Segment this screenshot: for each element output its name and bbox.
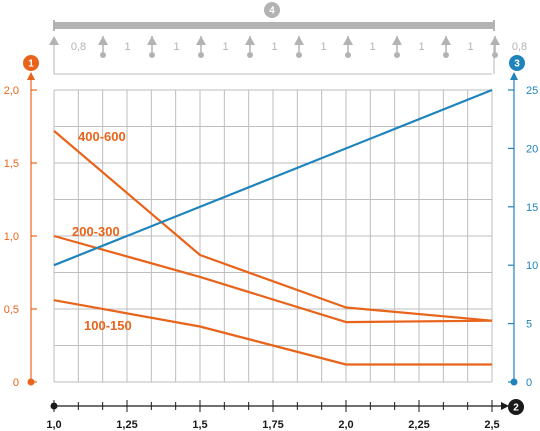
tick-labels: 0 0,5 1,0 1,5 2,0 0 5 10 15 20 25 1,0 1,25 1,5 1,75 2,0… — [4, 85, 539, 431]
y-right-tick-label: 0 — [526, 377, 532, 389]
support-point — [198, 52, 204, 58]
support-point — [443, 52, 449, 58]
x-tick-label: 1,5 — [192, 419, 207, 431]
support-beam — [54, 22, 494, 29]
support-point — [345, 52, 351, 58]
series-line-400-600 — [53, 130, 493, 322]
x-tick-label: 2,0 — [338, 419, 353, 431]
series-label: 100-150 — [84, 318, 132, 333]
support-triangle — [49, 36, 59, 45]
badge-support-span-number: 4 — [269, 6, 275, 17]
right-axis-arrow — [510, 72, 518, 80]
x-tick-label: 2,25 — [408, 419, 429, 431]
span-label: 1 — [418, 41, 424, 53]
y-left-tick-label: 0 — [13, 377, 19, 389]
x-tick-label: 1,25 — [116, 419, 137, 431]
support-point — [492, 52, 498, 58]
x-tick-label: 1,75 — [262, 419, 283, 431]
y-right-tick-label: 10 — [526, 260, 538, 272]
grid — [53, 73, 493, 383]
support-point — [394, 52, 400, 58]
y-left-tick-label: 0,5 — [4, 304, 19, 316]
span-label: 1 — [467, 41, 473, 53]
y-right-tick-label: 25 — [526, 85, 538, 97]
span-label: 1 — [271, 41, 277, 53]
y-left-tick-label: 1,5 — [4, 158, 19, 170]
x-tick-label: 2,5 — [484, 419, 499, 431]
series-label: 200-300 — [72, 224, 120, 239]
series-line-100-150 — [53, 299, 492, 366]
y-right-tick-label: 15 — [526, 202, 538, 214]
badge-support-span-circle — [264, 2, 280, 18]
span-label: 1 — [173, 41, 179, 53]
series-labels: 400-600 200-300 100-150 — [72, 129, 132, 333]
series-lines — [53, 88, 493, 366]
badge-right-axis-number: 3 — [514, 59, 520, 70]
badge-left-axis-number: 1 — [28, 59, 34, 70]
axes — [27, 72, 518, 412]
support-point — [149, 52, 155, 58]
series-line-right-axis — [53, 88, 493, 267]
support-point — [100, 52, 106, 58]
x-axis-arrow — [501, 402, 509, 410]
y-right-tick-label: 20 — [526, 143, 538, 155]
span-label: 1 — [124, 41, 130, 53]
y-right-tick-label: 5 — [526, 319, 532, 331]
span-label: 1 — [320, 41, 326, 53]
badge-x-axis-number: 2 — [513, 403, 519, 414]
y-left-tick-label: 1,0 — [4, 231, 19, 243]
badge-x-axis-circle — [508, 399, 524, 415]
y-left-tick-label: 2,0 — [4, 85, 19, 97]
span-label: 0,8 — [512, 41, 527, 53]
support-point — [296, 52, 302, 58]
series-line-200-300 — [53, 234, 493, 324]
support-point — [247, 52, 253, 58]
axis-badges: 1 3 2 4 — [23, 2, 525, 415]
span-label: 0,8 — [71, 41, 86, 53]
series-label: 400-600 — [78, 129, 126, 144]
x-tick-label: 1,0 — [46, 419, 61, 431]
span-label: 1 — [369, 41, 375, 53]
left-axis-arrow — [27, 72, 35, 80]
span-label: 1 — [222, 41, 228, 53]
badge-left-axis-circle — [23, 55, 39, 71]
badge-right-axis-circle — [509, 55, 525, 71]
support-span-diagram: 0,8 1 1 1 1 1 1 1 1 0,8 — [49, 20, 527, 74]
